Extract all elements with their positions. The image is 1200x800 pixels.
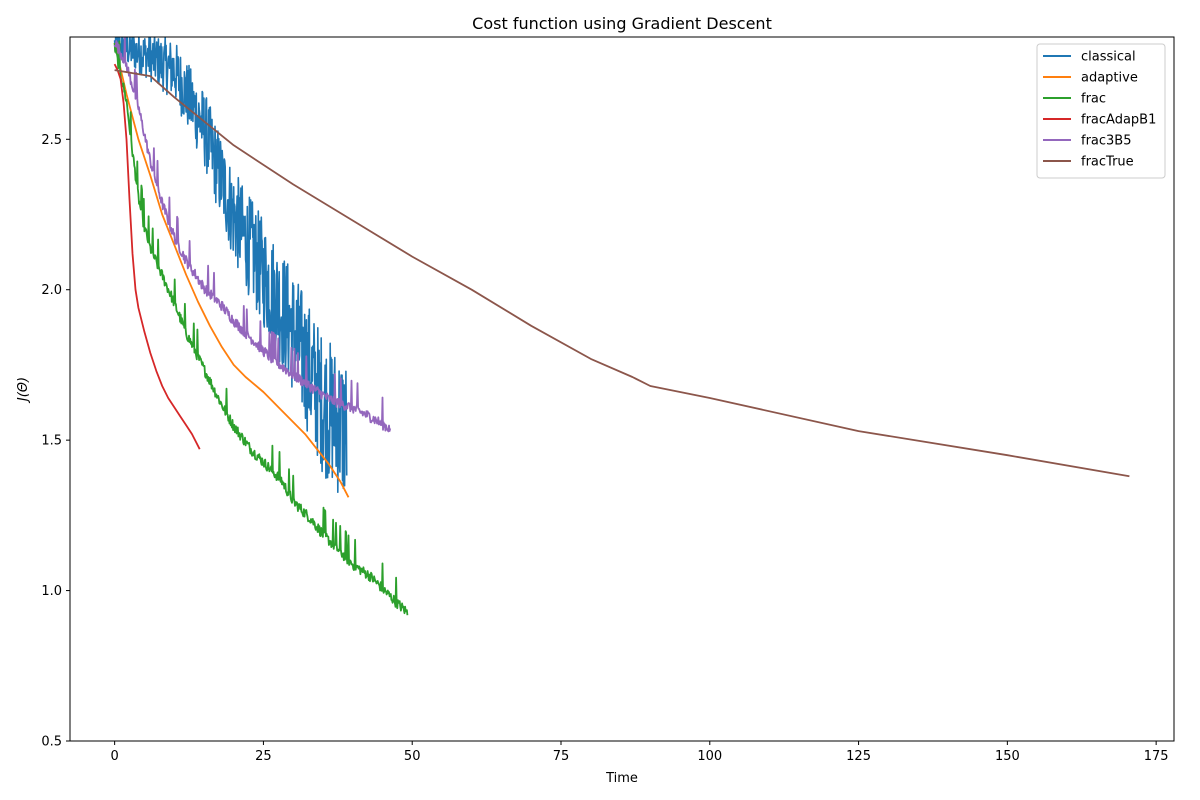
x-tick-label: 125 [846,749,871,764]
legend-label-fracAdapB1: fracAdapB1 [1081,113,1156,128]
y-axis-title: J(Θ) [16,377,31,404]
legend-label-frac3B5: frac3B5 [1081,134,1132,149]
series-line-fracTrue [114,69,1130,478]
y-tick-label: 2.0 [41,283,62,298]
y-tick-label: 0.5 [41,735,62,750]
x-axis-title: Time [605,771,638,786]
x-tick-label: 150 [995,749,1020,764]
chart-title: Cost function using Gradient Descent [472,14,772,33]
x-tick-label: 50 [404,749,421,764]
x-axis: 0 25 50 75 100 125 150 175 [110,741,1169,764]
series-layer [113,37,1130,616]
series-line-frac [113,40,409,616]
series-line-adaptive [113,42,350,498]
y-tick-label: 2.5 [41,133,62,148]
legend-label-adaptive: adaptive [1081,71,1138,86]
x-tick-label: 75 [553,749,570,764]
series-line-fracAdapB1 [113,63,201,450]
legend: classical adaptive frac fracAdapB1 frac3B5 fr… [1036,43,1166,179]
legend-label-frac: frac [1081,92,1106,107]
x-tick-label: 0 [110,749,118,764]
x-tick-label: 100 [697,749,722,764]
legend-label-classical: classical [1081,50,1136,65]
x-tick-label: 25 [255,749,272,764]
y-tick-label: 1.5 [41,434,62,449]
y-tick-label: 1.0 [41,584,62,599]
plot-frame [69,36,1175,742]
series-line-frac3B5 [113,37,392,433]
legend-label-fracTrue: fracTrue [1081,155,1134,170]
x-tick-label: 175 [1144,749,1169,764]
series-line-classical [113,37,348,493]
y-axis: 0.5 1.0 1.5 2.0 2.5 [41,133,70,750]
